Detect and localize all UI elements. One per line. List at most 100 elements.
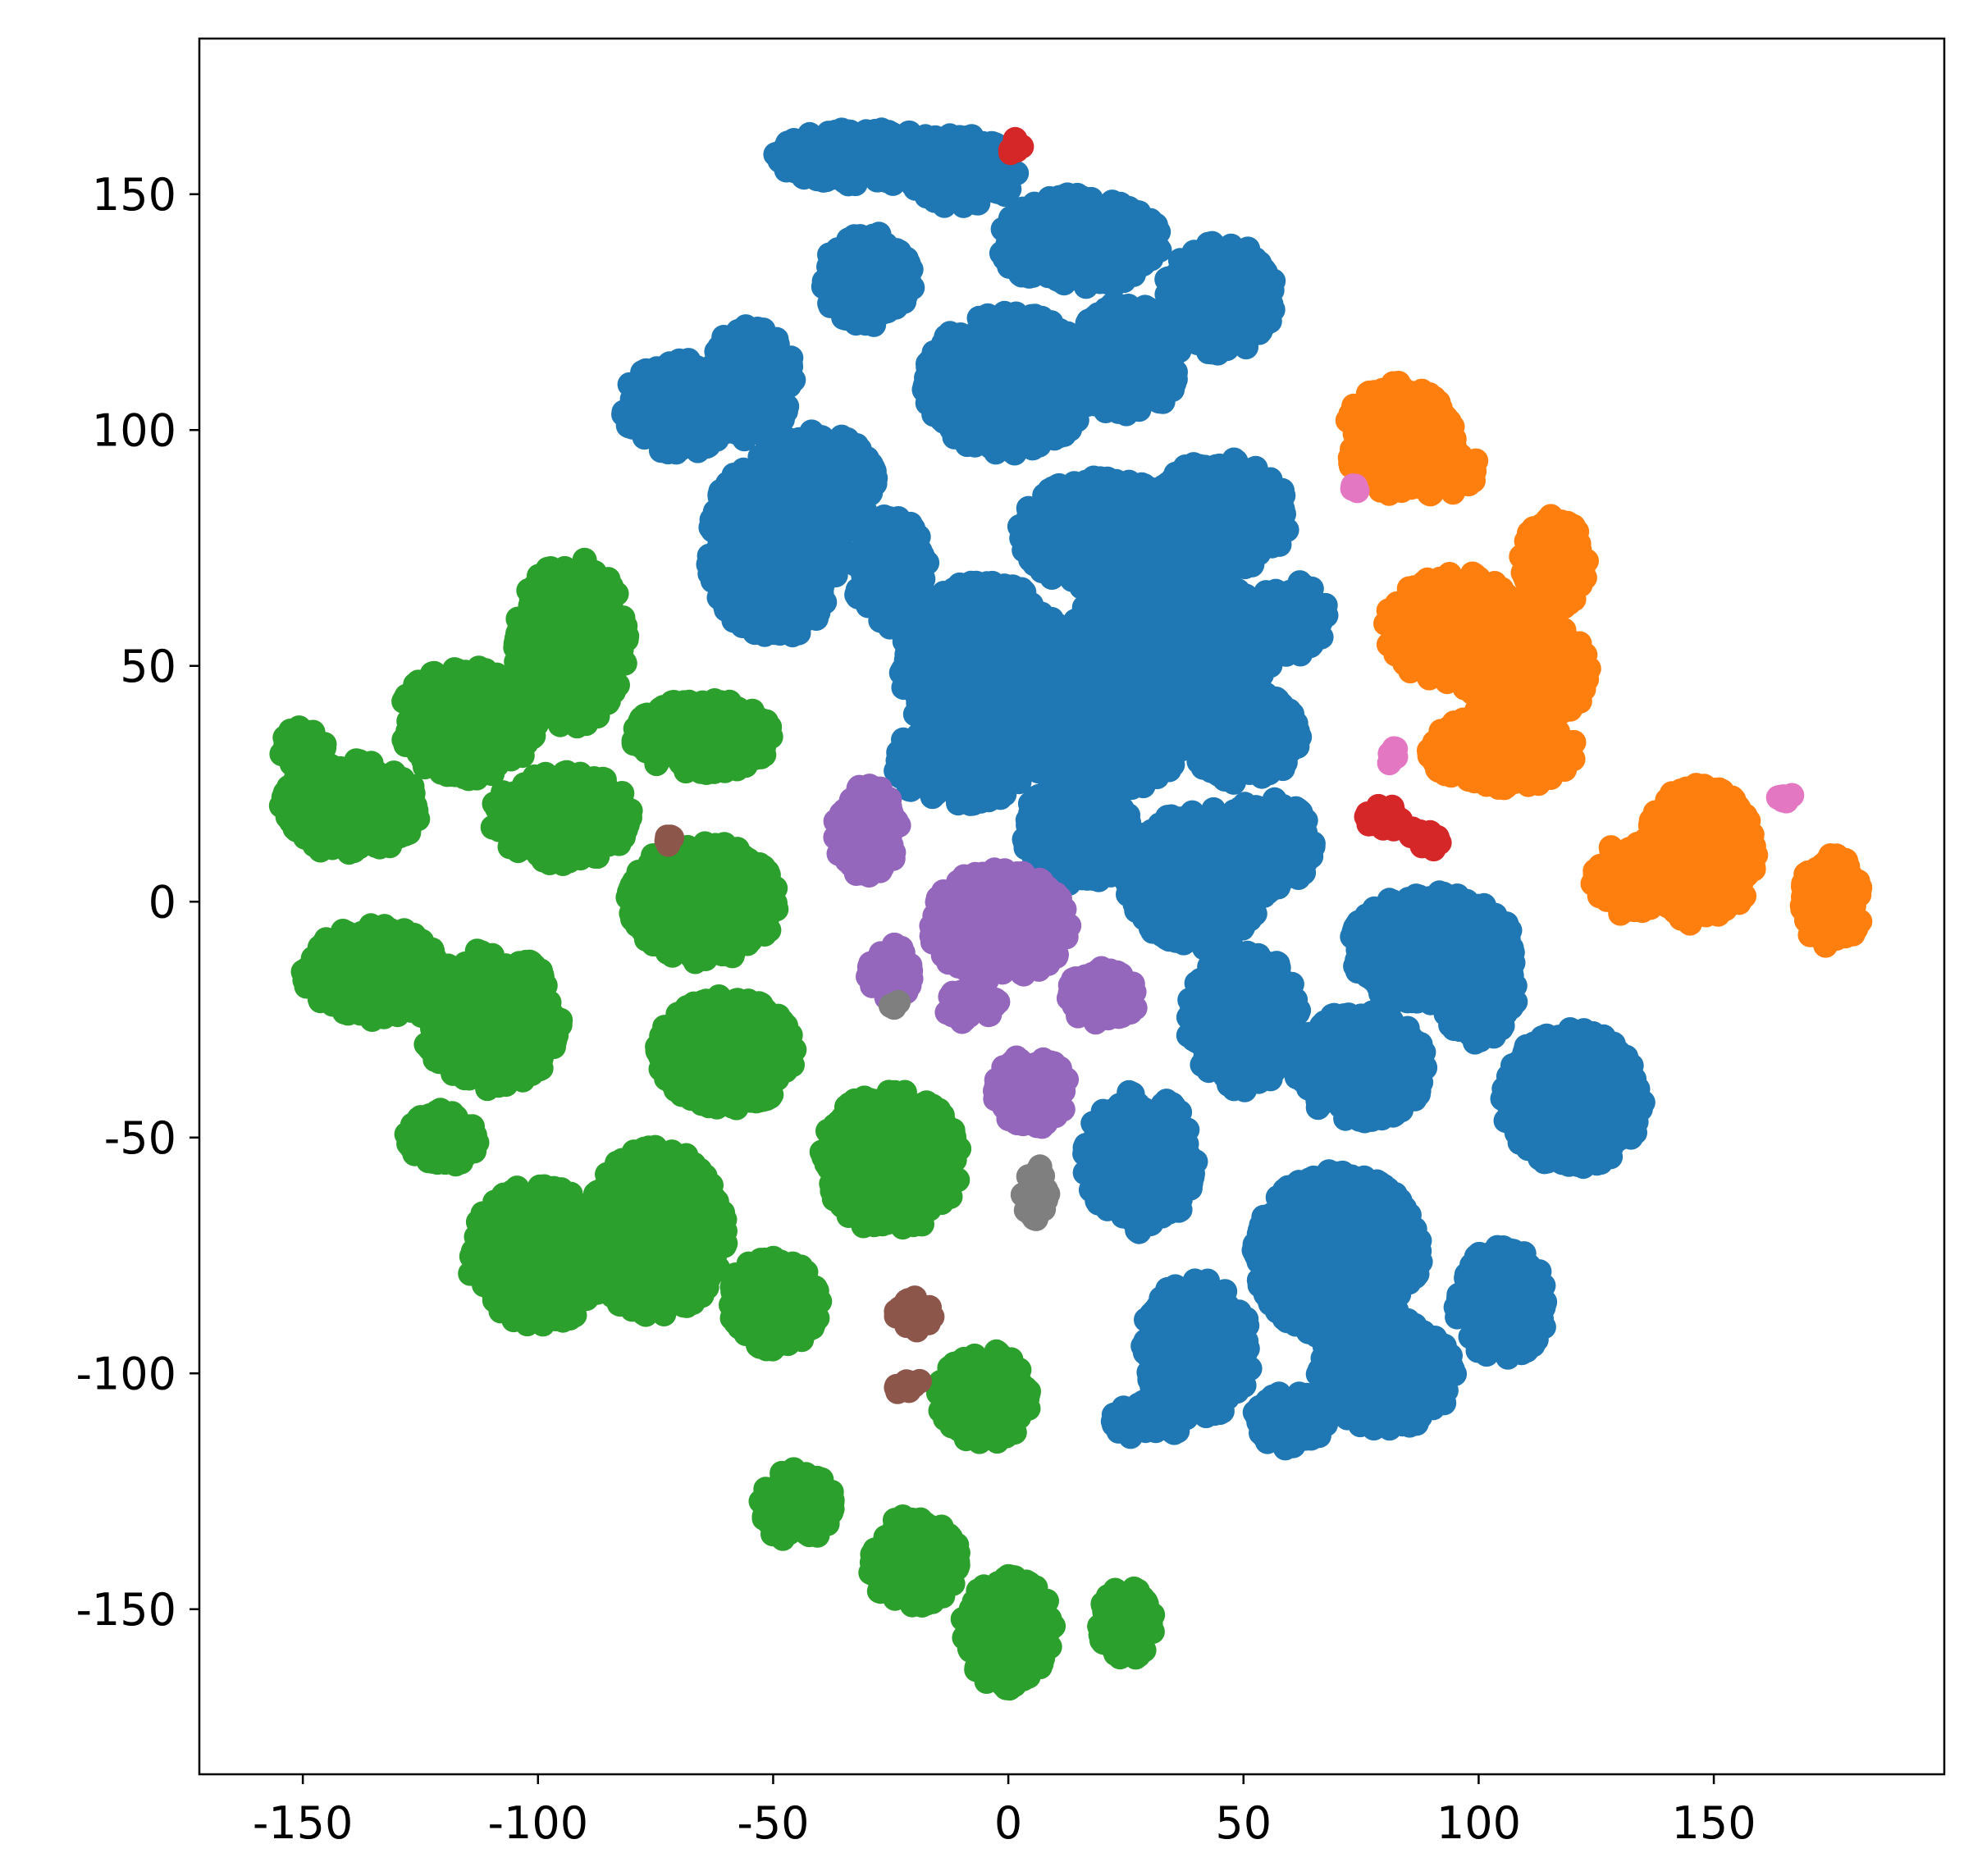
data-point: [925, 139, 951, 164]
data-point: [771, 463, 797, 489]
data-point: [773, 606, 798, 632]
data-point: [972, 308, 998, 333]
data-point: [926, 377, 952, 403]
data-point: [1026, 431, 1052, 457]
data-point: [717, 364, 742, 390]
data-point: [1136, 217, 1162, 243]
data-point: [969, 674, 994, 700]
data-point: [893, 672, 918, 697]
data-point: [1144, 649, 1169, 674]
data-point: [1190, 533, 1216, 559]
data-point: [862, 297, 888, 322]
data-point: [1068, 560, 1093, 586]
data-point: [1067, 234, 1093, 259]
data-point: [990, 217, 1016, 242]
data-point: [1214, 323, 1240, 349]
data-point: [805, 472, 830, 497]
data-point: [1058, 533, 1084, 559]
data-point: [989, 770, 1015, 796]
data-point: [795, 155, 820, 180]
data-point: [1047, 472, 1071, 498]
data-point: [1088, 216, 1113, 241]
data-point: [1016, 520, 1041, 545]
data-point: [942, 594, 967, 619]
data-point: [1222, 623, 1247, 648]
data-point: [921, 402, 947, 427]
data-point: [1159, 267, 1185, 293]
data-point: [690, 372, 715, 397]
data-point: [1237, 468, 1263, 493]
data-point: [1080, 381, 1105, 407]
data-point: [1094, 609, 1119, 634]
data-point: [1019, 217, 1044, 242]
data-point: [880, 556, 906, 582]
data-point: [993, 176, 1018, 201]
data-point: [923, 178, 948, 203]
data-point: [820, 289, 845, 314]
data-point: [1257, 523, 1282, 548]
data-point: [822, 135, 847, 160]
data-point: [866, 222, 892, 248]
data-point: [942, 424, 967, 450]
data-point: [1050, 208, 1076, 232]
data-point: [861, 459, 887, 484]
data-point: [1251, 257, 1277, 282]
data-point: [994, 304, 1020, 329]
data-point: [1258, 291, 1284, 317]
data-point: [959, 181, 984, 207]
data-point: [1038, 377, 1063, 401]
data-point: [664, 440, 689, 465]
data-point: [711, 325, 737, 349]
data-point: [699, 398, 724, 423]
data-point: [696, 552, 721, 577]
data-point: [852, 569, 877, 595]
data-point: [1002, 395, 1027, 421]
data-point: [1172, 454, 1198, 479]
data-point: [747, 408, 773, 433]
data-point: [883, 509, 908, 534]
data-point: [975, 705, 1001, 730]
data-point: [653, 373, 678, 399]
data-point: [879, 279, 905, 304]
data-point: [998, 326, 1023, 351]
data-point: [976, 646, 1002, 671]
data-point: [1189, 260, 1214, 285]
data-point: [1050, 420, 1076, 445]
data-point: [1189, 564, 1214, 589]
data-point: [1160, 377, 1185, 402]
data-point: [728, 605, 754, 630]
data-point: [1029, 305, 1054, 331]
data-point: [1037, 521, 1062, 546]
data-point: [1200, 626, 1226, 651]
data-point: [731, 482, 756, 507]
data-point: [914, 596, 939, 621]
data-point: [847, 130, 872, 155]
data-point: [724, 399, 750, 425]
data-point: [790, 565, 815, 591]
data-point: [788, 523, 813, 549]
data-point: [1235, 318, 1261, 344]
data-point: [950, 152, 975, 177]
data-point: [923, 781, 948, 806]
data-point: [741, 576, 766, 601]
data-point: [1174, 671, 1199, 696]
data-point: [1113, 247, 1139, 272]
data-point: [1126, 331, 1152, 357]
data-point: [739, 345, 765, 371]
data-point: [933, 669, 958, 695]
data-point: [1216, 462, 1241, 487]
data-point: [1135, 304, 1161, 330]
data-point: [1103, 271, 1128, 296]
data-point: [944, 702, 970, 728]
data-point: [708, 478, 733, 504]
data-point: [996, 593, 1021, 618]
points-layer: [268, 117, 1873, 1701]
data-point: [1089, 492, 1115, 518]
data-point: [815, 556, 840, 582]
data-point: [1153, 518, 1178, 543]
data-point: [1245, 605, 1271, 631]
data-point: [1281, 625, 1307, 650]
data-point: [1267, 588, 1292, 614]
data-point: [1098, 194, 1124, 219]
data-point: [1160, 589, 1185, 614]
